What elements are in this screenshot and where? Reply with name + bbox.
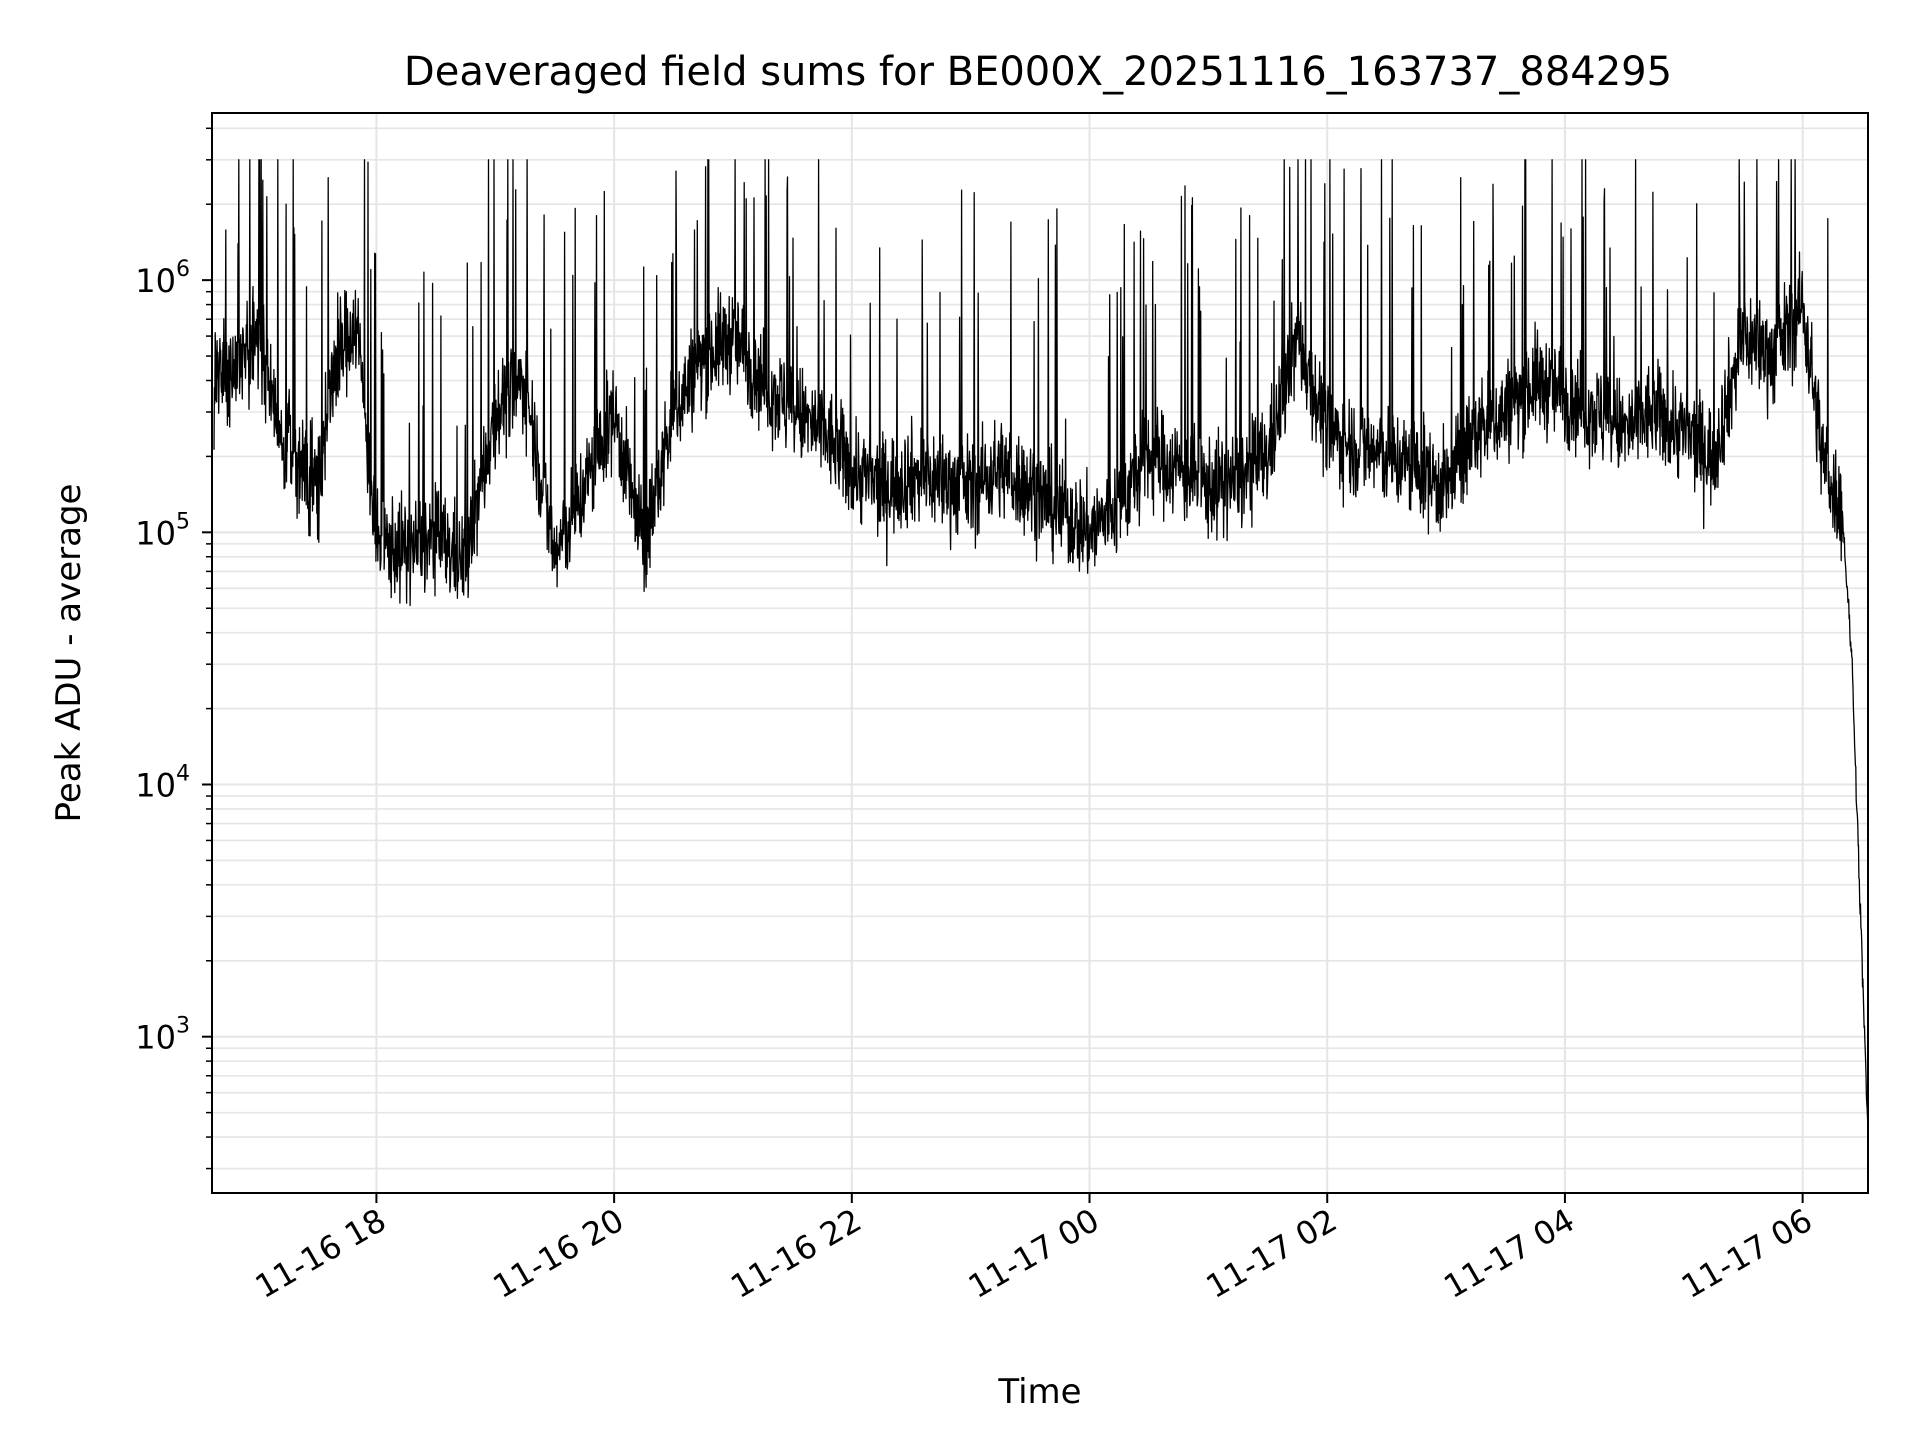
- grid-lines: [212, 113, 1868, 1193]
- series-line: [213, 159, 1869, 1140]
- chart-title: Deaveraged field sums for BE000X_2025111…: [404, 49, 1672, 95]
- y-axis-ticks: 103 104 105 106: [135, 127, 212, 1170]
- y-tick-label: 104: [135, 762, 190, 805]
- x-axis-title: Time: [997, 1372, 1081, 1412]
- y-axis-title: Peak ADU - average: [49, 484, 89, 823]
- y-tick-label: 105: [135, 509, 190, 552]
- y-tick-label: 103: [135, 1014, 190, 1057]
- y-tick-label: 106: [135, 257, 190, 300]
- plot-area-frame: [211, 112, 1869, 1194]
- series-layer: [213, 159, 1869, 1140]
